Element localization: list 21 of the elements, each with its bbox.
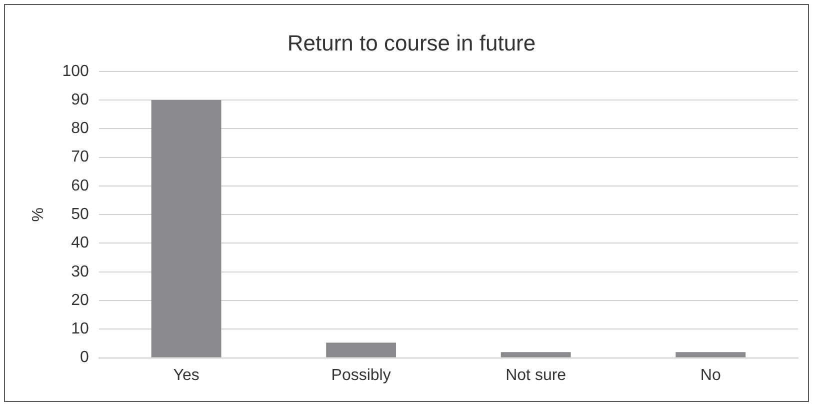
y-tick-label: 20 bbox=[71, 292, 89, 309]
y-tick-label: 70 bbox=[71, 148, 89, 166]
y-tick-label: 90 bbox=[71, 91, 89, 108]
x-tick-label: No bbox=[700, 366, 721, 384]
bar bbox=[326, 342, 396, 358]
y-tick-label: 80 bbox=[71, 120, 89, 138]
y-tick-label: 40 bbox=[71, 234, 89, 252]
bar bbox=[151, 100, 222, 358]
bar bbox=[500, 352, 571, 358]
x-tick-label: Not sure bbox=[506, 366, 566, 384]
x-tick-label: Possibly bbox=[331, 366, 391, 384]
y-tick-label: 100 bbox=[62, 62, 89, 80]
y-tick-label: 10 bbox=[71, 320, 89, 338]
chart-title: Return to course in future bbox=[287, 30, 536, 56]
y-axis-title: % bbox=[30, 207, 48, 222]
bar bbox=[676, 352, 746, 358]
y-tick-label: 30 bbox=[71, 263, 89, 280]
x-tick-label: Yes bbox=[173, 366, 200, 384]
y-tick-label: 0 bbox=[80, 349, 89, 366]
y-tick-label: 60 bbox=[71, 177, 89, 194]
y-tick-label: 50 bbox=[71, 206, 89, 224]
